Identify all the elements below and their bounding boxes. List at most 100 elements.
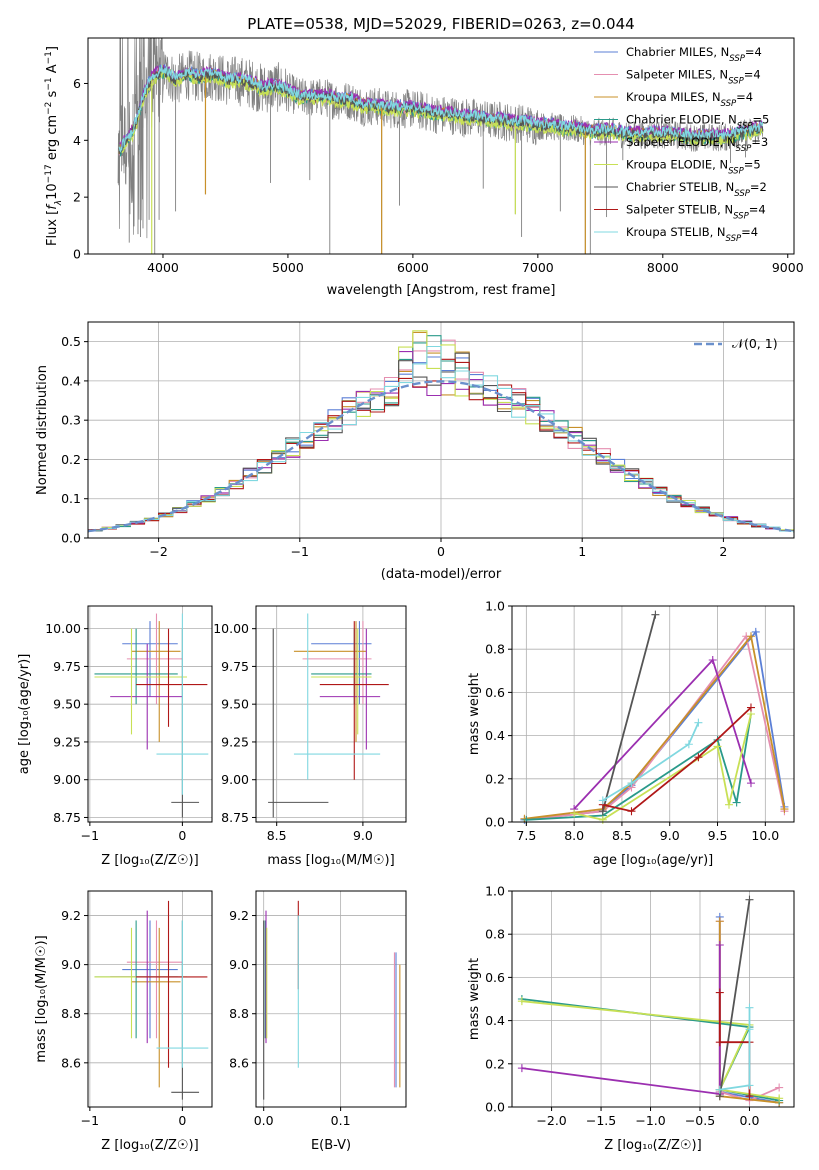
errorbar-chabrier-elodie [94,920,178,1039]
weight-vs-Z-ytick-label: 0.6 [485,970,505,985]
residuals-xtick-label: 1 [578,544,586,559]
weight-point-marker [732,798,741,807]
weight-vs-Z-xlabel: Z [log₁₀(Z/Z☉)] [604,1138,701,1153]
weight-point-marker [708,656,717,664]
weight-vs-age-xtick-label: 9.5 [708,828,728,843]
mass-vs-EBV-xlabel: E(B-V) [311,1138,351,1153]
errorbar-chabrier-stelib [171,628,200,818]
residuals-xtick-label: 0 [437,544,445,559]
residuals-xtick-label: −2 [149,544,167,559]
weight-vs-Z-ytick-label: 1.0 [485,884,505,899]
weight-point-marker [745,1081,754,1090]
mass-vs-EBV-ytick-label: 8.6 [229,1055,249,1070]
errorbar-kroupa-stelib [156,613,209,795]
errorbar-kroupa-stelib [156,920,209,1068]
legend-entry: Kroupa ELODIE, NSSP=5 [626,158,761,177]
weight-point-marker [570,809,579,818]
weight-vs-Z-xtick-label: −2.0 [536,1113,566,1128]
weight-point-marker [598,796,607,805]
spectrum-model-line-kroupa-stelib [118,65,764,153]
spectrum-xtick-label: 6000 [397,260,429,275]
age-vs-mass-axes [256,606,406,822]
mass-vs-EBV-axes [256,891,406,1107]
mass-vs-Z-border [87,890,213,1108]
spectrum-xlabel: wavelength [Angstrom, rest frame] [327,283,556,298]
age-vs-Z-ytick-label: 9.00 [53,772,81,787]
spectrum-ytick-label: 4 [73,133,81,148]
spectrum-frame: 4000 5000 6000 7000 8000 9000 0 2 4 6 [73,37,804,275]
errorbar-salpeter-stelib [319,621,389,780]
age-vs-Z-xtick-label: −1 [81,828,99,843]
weight-vs-Z-xtick-label: 0.0 [740,1113,760,1128]
weight-point-marker [746,632,755,641]
errorbar-salpeter-miles [126,613,183,705]
weight-point-marker [745,1003,754,1012]
spectrum-xtick-label: 9000 [772,260,804,275]
weight-point-marker [751,627,760,636]
errorbar-salpeter-elodie [319,628,381,750]
age-vs-Z-ytick-label: 9.50 [53,697,81,712]
spectrum-xtick-label: 5000 [272,260,304,275]
weight-vs-age-xlabel: age [log₁₀(age/yr)] [593,853,714,868]
mass-vs-EBV-ytick-label: 9.2 [229,908,249,923]
residuals-ytick-label: 0.1 [61,491,81,506]
residuals-ytick-label: 0.3 [61,413,81,428]
weight-vs-Z-xtick-label: −1.0 [635,1113,665,1128]
weight-vs-Z-ytick-label: 0.8 [485,927,505,942]
weight-point-marker [746,779,755,788]
weight-vs-age-xtick-label: 7.5 [516,828,536,843]
age-vs-mass-xlabel: mass [log₁₀(M/M☉)] [267,853,394,868]
weight-point-marker [724,800,733,809]
weight-point-marker [715,917,724,926]
weight-vs-Z-ylabel: mass weight [467,958,482,1040]
errorbar-kroupa-elodie [94,927,188,1039]
age-vs-mass-ytick-label: 9.75 [221,659,249,674]
legend-entry: Kroupa STELIB, NSSP=4 [626,225,758,244]
weight-line-kroupa-elodie [573,713,752,821]
weight-point-marker [517,1064,526,1073]
weight-point-marker [745,1025,754,1034]
weight-point-marker [780,805,789,814]
age-vs-mass-xtick-label: 8.5 [267,828,287,843]
spectrum-ylabel: Flux [fλ10−17 erg cm−2 s−1 A−1] [44,46,64,246]
mass-vs-Z-xtick-label: −1 [81,1113,99,1128]
residuals-ytick-label: 0.0 [61,531,81,546]
weight-vs-age-ytick-label: 0.8 [485,642,505,657]
age-vs-mass-ytick-label: 8.75 [221,810,249,825]
weight-line-kroupa-stelib [719,1007,751,1091]
normal-reference-curve [88,380,792,533]
weight-point-marker [684,740,693,749]
errorbar-kroupa-miles [131,621,181,742]
legend-entry: Chabrier MILES, NSSP=4 [626,45,762,64]
weight-vs-age-ytick-label: 0.2 [485,771,505,786]
age-vs-mass-ytick-label: 9.50 [221,697,249,712]
residuals-xlabel: (data-model)/error [381,567,502,582]
weight-point-marker [715,988,724,997]
residuals-legend-label: 𝒩(0, 1) [732,336,778,351]
weight-line-salpeter-stelib [602,706,752,813]
figure-title: PLATE=0538, MJD=52029, FIBERID=0263, z=0… [247,15,634,33]
age-vs-mass-ytick-label: 9.00 [221,772,249,787]
age-vs-Z-ytick-label: 8.75 [53,810,81,825]
errorbar-kroupa-elodie [94,628,188,735]
weight-vs-Z-xtick-label: −0.5 [685,1113,715,1128]
weight-vs-Z-ytick-label: 0.0 [485,1100,505,1115]
spectrum-ytick-label: 6 [73,76,81,91]
errorbar-kroupa-stelib [293,613,381,780]
spectrum-xtick-label: 8000 [647,260,679,275]
weight-vs-age-xtick-label: 9.0 [660,828,680,843]
mass-vs-Z-xlabel: Z [log₁₀(Z/Z☉)] [101,1138,198,1153]
weight-vs-age-ytick-label: 0.6 [485,685,505,700]
weight-point-marker [775,1083,784,1092]
mass-vs-Z-ytick-label: 8.6 [61,1055,81,1070]
weight-point-marker [651,610,660,619]
weight-point-marker [627,807,636,816]
residuals-ytick-label: 0.4 [61,373,81,388]
spectrum-ylabel-group: Flux [fλ10−17 erg cm−2 s−1 A−1] [44,46,64,246]
weight-vs-age-border [511,605,795,823]
weight-line-kroupa-miles [524,634,786,820]
mass-vs-EBV-points [263,900,401,1100]
weight-vs-age-ylabel: mass weight [467,673,482,755]
errorbar-chabrier-miles [122,920,178,1039]
